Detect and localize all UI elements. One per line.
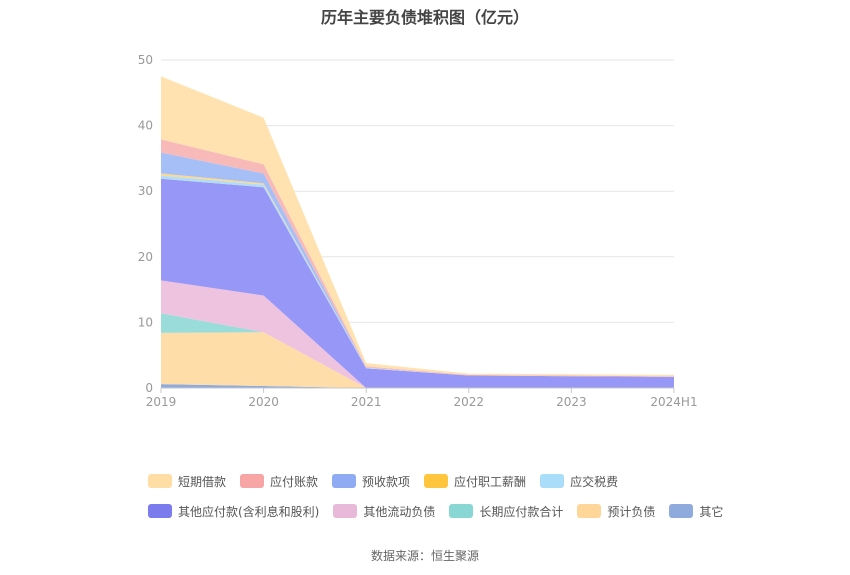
- legend-swatch: [332, 474, 357, 488]
- legend-item[interactable]: 其它: [669, 502, 723, 520]
- x-tick-label: 2024H1: [650, 395, 697, 409]
- legend-swatch: [540, 474, 565, 488]
- legend-label: 其他流动负债: [363, 504, 436, 519]
- legend-swatch: [577, 504, 602, 518]
- legend-label: 预计负债: [607, 504, 656, 519]
- legend-label: 其他应付款(含利息和股利): [178, 504, 320, 519]
- area-series-其它: [161, 384, 674, 388]
- y-tick-label: 30: [138, 184, 153, 198]
- legend-label: 应付账款: [270, 474, 319, 489]
- legend-swatch: [240, 474, 265, 488]
- data-source: 数据来源：恒生聚源: [370, 549, 479, 563]
- area-series-预收款项: [161, 152, 674, 377]
- legend-row: 短期借款 应付账款 预收款项 应付职工薪酬 应交税费: [148, 472, 748, 490]
- area-series-预计负债: [161, 332, 674, 388]
- legend-item[interactable]: 应交税费: [540, 472, 618, 490]
- y-tick-label: 50: [138, 53, 153, 67]
- y-tick-label: 0: [145, 381, 153, 395]
- legend-item[interactable]: 预计负债: [577, 502, 655, 520]
- legend-label: 短期借款: [178, 474, 227, 489]
- legend-item[interactable]: 应付职工薪酬: [424, 472, 526, 490]
- legend-swatch: [333, 504, 358, 518]
- area-series: [161, 76, 674, 388]
- legend-item[interactable]: 其他应付款(含利息和股利): [148, 502, 319, 520]
- legend-item[interactable]: 短期借款: [148, 472, 226, 490]
- legend-swatch: [424, 474, 449, 488]
- legend-swatch: [148, 504, 172, 518]
- legend-label: 应交税费: [570, 474, 619, 489]
- legend-item[interactable]: 预收款项: [332, 472, 410, 490]
- axes: 0 10 20 30 40 50 2019 2020 2021 2022 2023 2024H1: [138, 53, 698, 409]
- x-tick-label: 2022: [454, 395, 485, 409]
- legend-swatch: [449, 504, 474, 518]
- legend-label: 长期应付款合计: [479, 504, 564, 519]
- area-series-其他应付款(含利息和股利): [161, 178, 674, 388]
- legend-label: 应付职工薪酬: [454, 474, 527, 489]
- legend-label: 其它: [699, 504, 724, 519]
- legend-label: 预收款项: [362, 474, 411, 489]
- x-tick-label: 2021: [351, 395, 382, 409]
- area-series-短期借款: [161, 76, 674, 377]
- legend-item[interactable]: 其他流动负债: [333, 502, 435, 520]
- y-tick-label: 20: [138, 250, 153, 264]
- grid-lines: [161, 59, 674, 323]
- legend-item[interactable]: 应付账款: [240, 472, 318, 490]
- chart-title: 历年主要负债堆积图（亿元）: [320, 8, 529, 27]
- legend-row: 其他应付款(含利息和股利) 其他流动负债 长期应付款合计 预计负债 其它: [148, 502, 748, 520]
- legend-swatch: [148, 474, 172, 488]
- area-series-其他流动负债: [161, 280, 674, 388]
- x-tick-label: 2019: [146, 395, 177, 409]
- x-tick-label: 2023: [556, 395, 587, 409]
- x-tick-label: 2020: [248, 395, 279, 409]
- y-tick-label: 10: [138, 315, 153, 329]
- y-tick-label: 40: [138, 119, 153, 133]
- legend-swatch: [669, 504, 694, 518]
- legend: 短期借款 应付账款 预收款项 应付职工薪酬 应交税费其他应付款(含利息和股利) 其他流动负…: [148, 472, 748, 532]
- legend-item[interactable]: 长期应付款合计: [449, 502, 563, 520]
